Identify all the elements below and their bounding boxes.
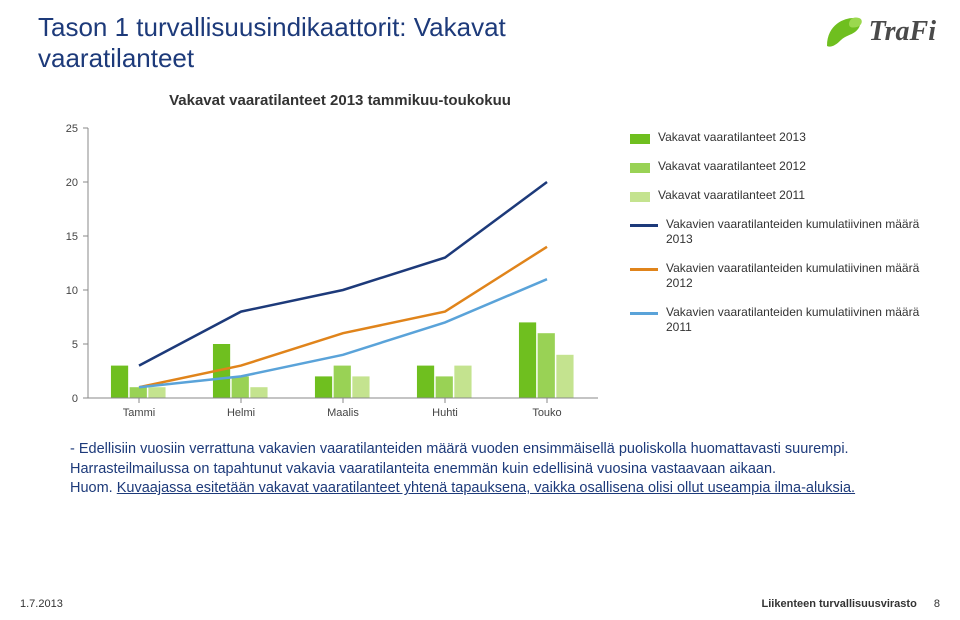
legend-label: Vakavat vaaratilanteet 2012 [658, 159, 806, 174]
logo-icon [823, 14, 865, 50]
legend-label: Vakavat vaaratilanteet 2011 [658, 188, 805, 203]
legend-swatch-bar [630, 134, 650, 144]
footer-right: Liikenteen turvallisuusvirasto 8 [762, 598, 940, 610]
legend-label: Vakavien vaaratilanteiden kumulatiivinen… [666, 217, 935, 247]
legend-label: Vakavien vaaratilanteiden kumulatiivinen… [666, 305, 935, 335]
svg-text:10: 10 [66, 285, 78, 297]
chart-svg: 0 5 10 15 20 25 Tammi Helmi Maalis Huhti Touko [48, 98, 618, 428]
svg-text:Helmi: Helmi [227, 407, 255, 419]
svg-text:Huhti: Huhti [432, 407, 458, 419]
legend-label: Vakavat vaaratilanteet 2013 [658, 130, 806, 145]
legend-swatch-bar [630, 192, 650, 202]
svg-text:Touko: Touko [532, 407, 561, 419]
svg-text:5: 5 [72, 339, 78, 351]
legend-swatch-line [630, 312, 658, 315]
footer-org: Liikenteen turvallisuusvirasto [762, 598, 917, 610]
svg-text:Tammi: Tammi [123, 407, 155, 419]
legend-item: Vakavien vaaratilanteiden kumulatiivinen… [630, 217, 935, 247]
svg-text:Maalis: Maalis [327, 407, 359, 419]
legend-swatch-bar [630, 163, 650, 173]
slide-title: Tason 1 turvallisuusindikaattorit: Vakav… [38, 12, 598, 74]
chart: 0 5 10 15 20 25 Tammi Helmi Maalis Huhti Touko [48, 98, 618, 428]
footer-date: 1.7.2013 [20, 598, 63, 610]
legend-item: Vakavien vaaratilanteiden kumulatiivinen… [630, 261, 935, 291]
logo-text: TraFi [869, 16, 936, 48]
legend-item: Vakavat vaaratilanteet 2012 [630, 159, 935, 174]
notes-block: - Edellisiin vuosiin verrattuna vakavien… [70, 440, 900, 499]
note-prefix: Huom. [70, 480, 117, 496]
legend-swatch-line [630, 224, 658, 227]
svg-text:20: 20 [66, 177, 78, 189]
legend-item: Vakavat vaaratilanteet 2011 [630, 188, 935, 203]
note-paragraph-2: Huom. Kuvaajassa esitetään vakavat vaara… [70, 479, 900, 499]
brand-logo: TraFi [823, 14, 936, 50]
legend-swatch-line [630, 268, 658, 271]
svg-text:25: 25 [66, 123, 78, 135]
svg-text:15: 15 [66, 231, 78, 243]
legend-item: Vakavat vaaratilanteet 2013 [630, 130, 935, 145]
footer-page: 8 [934, 598, 940, 610]
legend-label: Vakavien vaaratilanteiden kumulatiivinen… [666, 261, 935, 291]
legend-item: Vakavien vaaratilanteiden kumulatiivinen… [630, 305, 935, 335]
svg-text:0: 0 [72, 393, 78, 405]
note-paragraph-1: - Edellisiin vuosiin verrattuna vakavien… [70, 440, 900, 479]
note-underlined: Kuvaajassa esitetään vakavat vaaratilant… [117, 480, 855, 496]
legend: Vakavat vaaratilanteet 2013 Vakavat vaara… [630, 130, 935, 349]
